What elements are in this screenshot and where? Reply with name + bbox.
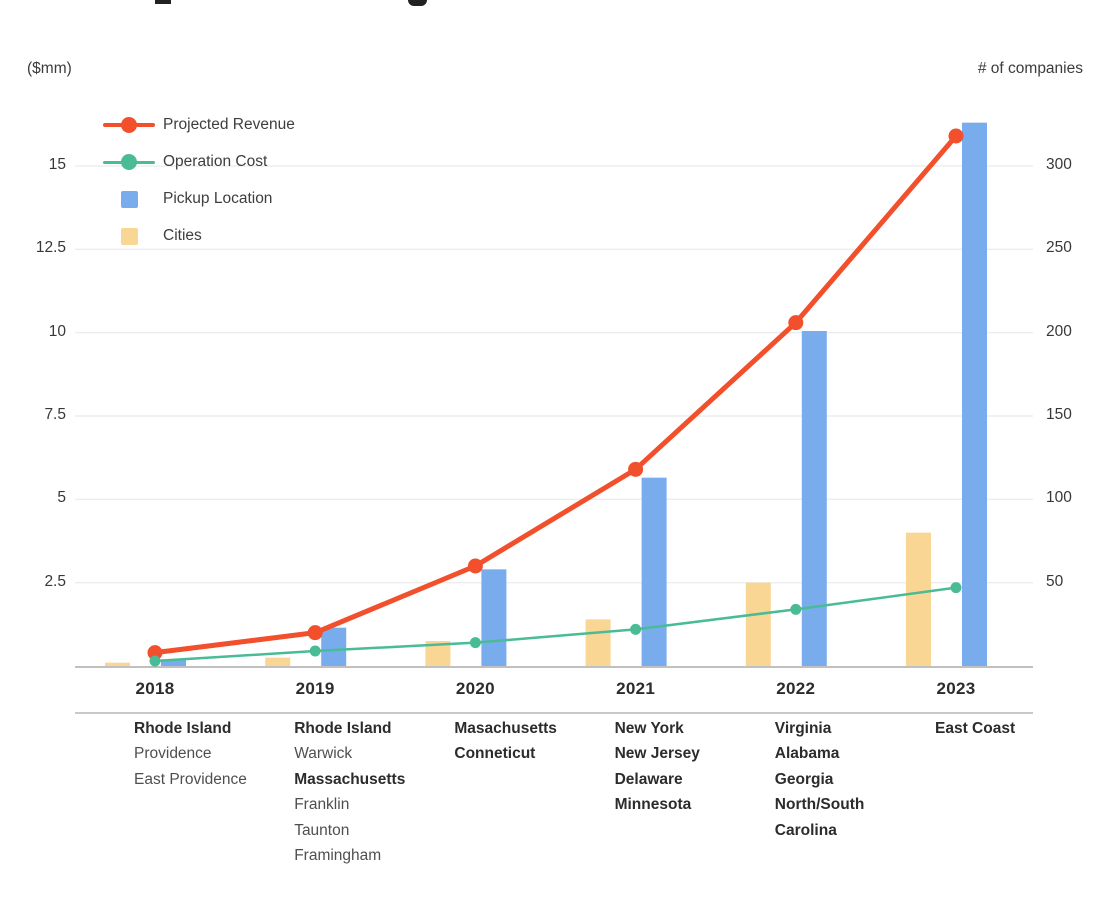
legend-item: Operation Cost	[103, 147, 267, 177]
line-projected-revenue	[152, 133, 959, 656]
right-axis-unit-label: # of companies	[977, 60, 1083, 77]
marker-projected-revenue	[147, 645, 163, 661]
timeline-entry: Alabama	[774, 745, 840, 763]
bar-pickup-location	[321, 627, 347, 666]
legend-label: Operation Cost	[163, 153, 268, 170]
legend-square	[120, 190, 138, 208]
right-axis-tick: 200	[1046, 322, 1072, 340]
timeline-entry: Framingham	[294, 847, 382, 865]
right-axis-tick: 50	[1046, 572, 1064, 590]
timeline-entry: Providence	[134, 745, 212, 763]
timeline-entry: Minnesota	[614, 796, 692, 814]
left-axis-tick: 15	[48, 156, 66, 173]
legend-item: Projected Revenue	[103, 110, 295, 140]
timeline-column: Virginia Alabama Georgia North/South Carolin…	[775, 716, 865, 843]
marker-operation-cost	[149, 655, 161, 667]
timeline-entry: Franklin	[294, 796, 350, 814]
marker-operation-cost	[469, 637, 481, 649]
bar-pickup-location	[641, 477, 667, 666]
marker-projected-revenue	[788, 315, 804, 331]
legend-label: Pickup Location	[163, 190, 273, 207]
timeline-entry: Delaware	[614, 770, 683, 788]
timeline-separator-line	[75, 712, 1033, 714]
timeline-entry: Virginia	[774, 720, 832, 737]
legend-label: Projected Revenue	[163, 116, 295, 133]
timeline-entry: Rhode Island	[294, 720, 392, 737]
cropped-title-fragment	[155, 0, 171, 4]
timeline-entry: North/South	[774, 796, 865, 814]
timeline-entry: New York	[614, 720, 684, 737]
timeline-entry: Conneticut	[454, 745, 536, 763]
legend-dot	[121, 117, 137, 133]
legend-dot	[121, 154, 137, 170]
marker-projected-revenue	[948, 128, 964, 144]
marker-operation-cost	[790, 603, 802, 615]
legend-square-icon	[103, 184, 155, 214]
legend-label: Cities	[163, 227, 202, 244]
timeline-column: Rhode Island Providence East Providence	[134, 716, 247, 792]
left-axis-tick: 12.5	[35, 239, 66, 257]
timeline-entry: Georgia	[774, 770, 834, 788]
bar-cities	[585, 619, 611, 666]
bar-cities	[745, 582, 771, 666]
year-label: 2021	[616, 679, 656, 698]
right-axis-tick: 250	[1046, 239, 1072, 257]
marker-projected-revenue	[307, 625, 323, 641]
bar-pickup-location	[161, 659, 186, 666]
bar-cities	[265, 657, 291, 666]
bar-cities	[105, 662, 130, 666]
legend-item: Cities	[103, 221, 202, 251]
right-axis-tick: 150	[1046, 406, 1072, 423]
marker-operation-cost	[950, 582, 962, 594]
year-label: 2019	[295, 679, 335, 698]
bar-pickup-location	[801, 331, 827, 666]
bar-cities	[906, 532, 931, 666]
year-label: 2023	[936, 679, 976, 698]
bar-pickup-location	[481, 569, 507, 666]
legend-line-dot-icon	[103, 110, 155, 140]
timeline-entry: Carolina	[774, 821, 837, 839]
timeline-column: East Coast	[935, 716, 1015, 741]
timeline-entry: Rhode Island	[134, 720, 232, 737]
marker-projected-revenue	[628, 461, 644, 477]
timeline-column: Masachusetts Conneticut	[454, 716, 557, 767]
timeline-entry: Taunton	[294, 821, 350, 839]
timeline-entry: Massachusetts	[294, 770, 406, 788]
legend-item: Pickup Location	[103, 184, 272, 214]
left-axis-unit-label: ($mm)	[27, 60, 72, 77]
line-operation-cost	[153, 586, 958, 663]
legend-square	[120, 227, 138, 245]
left-axis-tick: 10	[48, 322, 66, 340]
legend-line-dot-icon	[103, 147, 155, 177]
year-label: 2022	[776, 679, 816, 698]
timeline-entry: East Coast	[935, 720, 1016, 737]
year-label: 2018	[135, 679, 175, 698]
timeline-column: Rhode Island Warwick Massachusetts Franklin…	[294, 716, 405, 868]
marker-projected-revenue	[467, 558, 483, 574]
timeline-column: New York New Jersey Delaware Minnesota	[615, 716, 700, 818]
year-label: 2020	[455, 679, 495, 698]
bar-pickup-location	[962, 122, 987, 666]
right-axis-tick: 300	[1046, 156, 1072, 173]
timeline-entry: Warwick	[294, 745, 353, 763]
marker-operation-cost	[309, 645, 321, 657]
left-axis-tick: 7.5	[44, 406, 66, 423]
left-axis-tick: 5	[57, 489, 66, 507]
left-axis-tick: 2.5	[44, 572, 66, 590]
timeline-entry: Masachusetts	[454, 720, 557, 737]
timeline-entry: East Providence	[134, 770, 247, 788]
marker-operation-cost	[630, 623, 642, 635]
cropped-title-fragment	[408, 0, 427, 6]
timeline-entry: New Jersey	[614, 745, 700, 763]
legend-square-icon	[103, 221, 155, 251]
right-axis-tick: 100	[1046, 489, 1072, 507]
